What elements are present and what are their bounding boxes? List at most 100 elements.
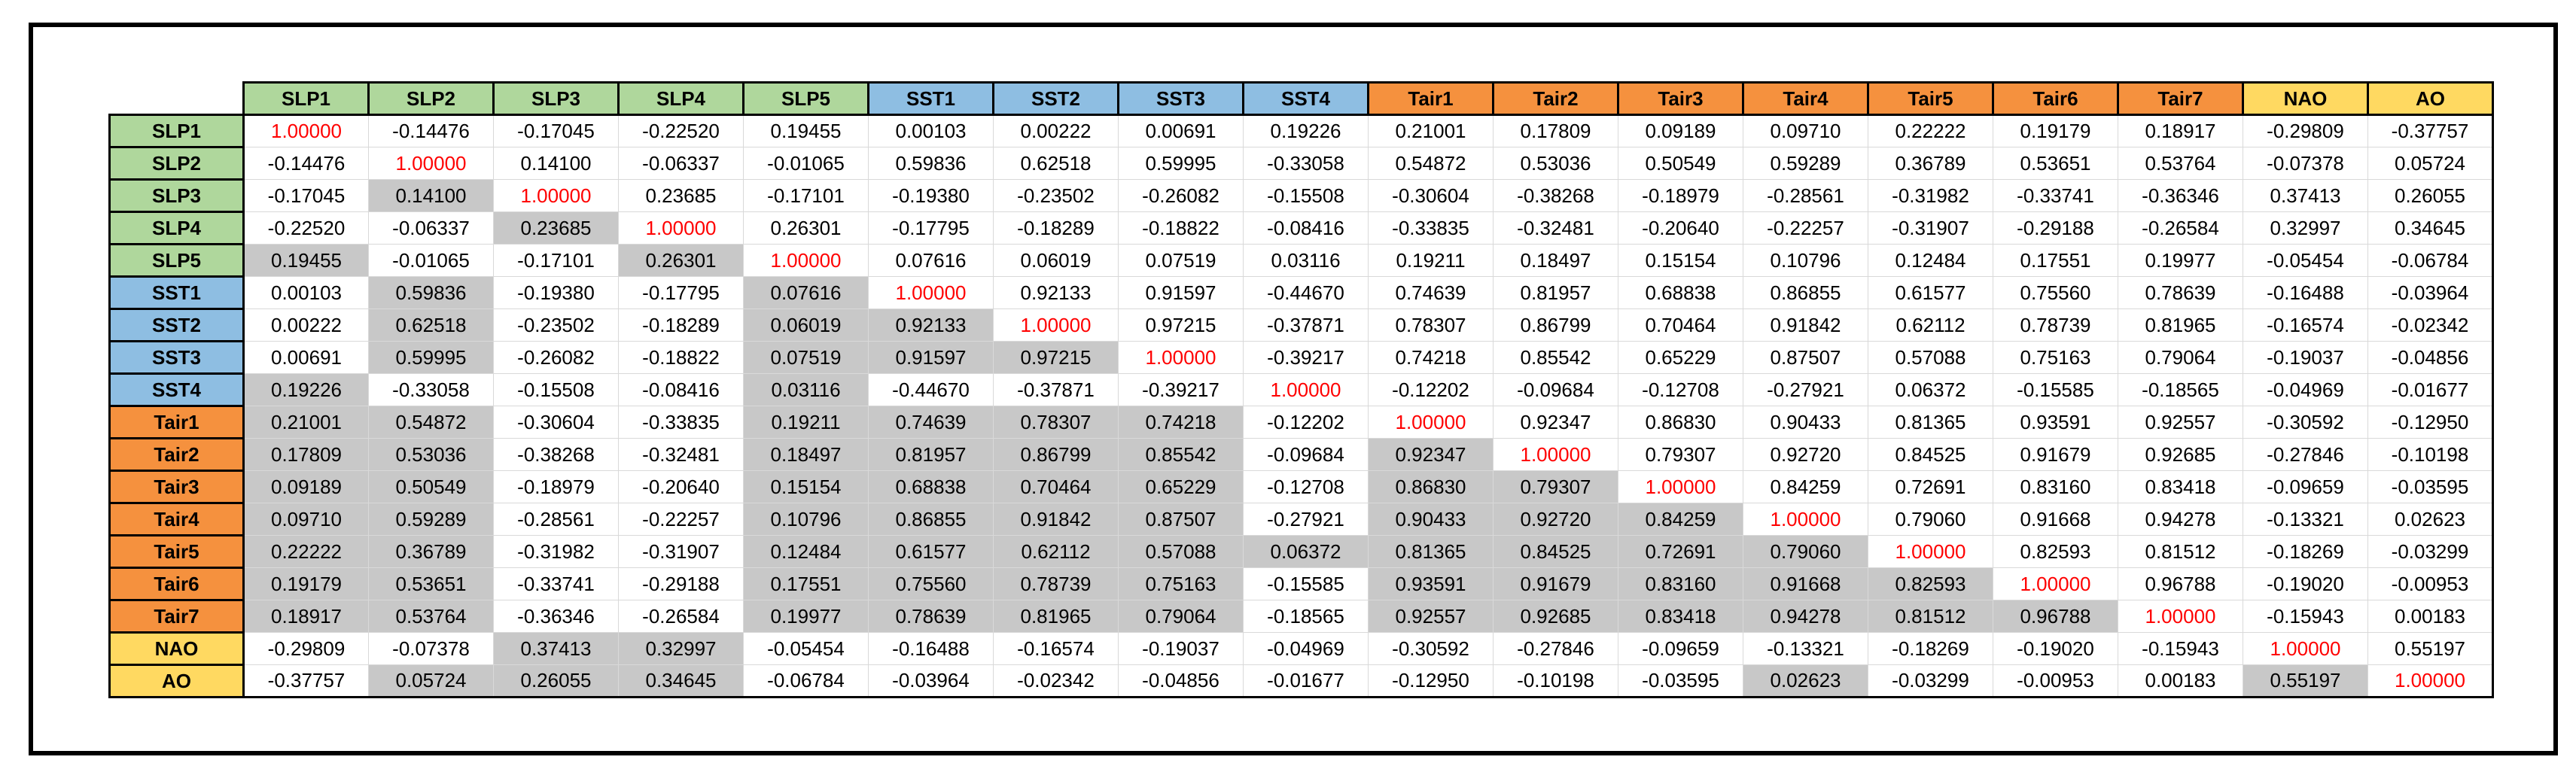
cell-SST4-Tair1: -0.12202 bbox=[1368, 373, 1494, 406]
cell-Tair1-Tair2: 0.92347 bbox=[1493, 406, 1618, 439]
cell-NAO-NAO: 1.00000 bbox=[2243, 632, 2368, 665]
cell-Tair6-SST1: 0.75560 bbox=[868, 567, 994, 600]
row-header-SLP4: SLP4 bbox=[108, 211, 245, 245]
cell-SST1-Tair3: 0.68838 bbox=[1618, 276, 1743, 309]
cell-Tair4-SST4: -0.27921 bbox=[1243, 503, 1369, 536]
cell-SST1-Tair2: 0.81957 bbox=[1493, 276, 1618, 309]
cell-SLP3-SST2: -0.23502 bbox=[993, 179, 1119, 212]
cell-Tair2-SLP5: 0.18497 bbox=[743, 438, 869, 471]
row-header-SLP5: SLP5 bbox=[108, 243, 245, 278]
column-header-Tair3: Tair3 bbox=[1617, 81, 1744, 116]
row-header-Tair3: Tair3 bbox=[108, 470, 245, 504]
cell-Tair2-Tair2: 1.00000 bbox=[1493, 438, 1618, 471]
cell-SLP3-SLP4: 0.23685 bbox=[618, 179, 744, 212]
cell-Tair1-Tair5: 0.81365 bbox=[1868, 406, 1993, 439]
cell-SLP2-Tair6: 0.53651 bbox=[1993, 147, 2118, 180]
cell-AO-SST1: -0.03964 bbox=[868, 664, 994, 698]
cell-Tair2-SST3: 0.85542 bbox=[1118, 438, 1244, 471]
cell-SLP1-Tair1: 0.21001 bbox=[1368, 114, 1494, 147]
cell-SLP1-Tair7: 0.18917 bbox=[2118, 114, 2243, 147]
cell-SLP5-Tair6: 0.17551 bbox=[1993, 244, 2118, 277]
cell-SST3-SLP1: 0.00691 bbox=[243, 341, 369, 374]
cell-AO-SLP4: 0.34645 bbox=[618, 664, 744, 698]
cell-Tair5-SST2: 0.62112 bbox=[993, 535, 1119, 568]
row-header-Tair4: Tair4 bbox=[108, 502, 245, 536]
cell-Tair7-Tair5: 0.81512 bbox=[1868, 600, 1993, 633]
cell-SST3-SLP3: -0.26082 bbox=[493, 341, 619, 374]
cell-SLP2-SST3: 0.59995 bbox=[1118, 147, 1244, 180]
cell-Tair1-SST1: 0.74639 bbox=[868, 406, 994, 439]
cell-SLP3-Tair4: -0.28561 bbox=[1743, 179, 1868, 212]
cell-Tair5-Tair3: 0.72691 bbox=[1618, 535, 1743, 568]
outer-frame bbox=[29, 23, 2558, 755]
cell-Tair4-Tair2: 0.92720 bbox=[1493, 503, 1618, 536]
cell-SST3-SST3: 1.00000 bbox=[1118, 341, 1244, 374]
cell-SST4-Tair3: -0.12708 bbox=[1618, 373, 1743, 406]
cell-SST3-Tair3: 0.65229 bbox=[1618, 341, 1743, 374]
cell-Tair5-Tair5: 1.00000 bbox=[1868, 535, 1993, 568]
cell-SST3-AO: -0.04856 bbox=[2367, 341, 2494, 374]
cell-Tair2-Tair6: 0.91679 bbox=[1993, 438, 2118, 471]
cell-NAO-SST3: -0.19037 bbox=[1118, 632, 1244, 665]
cell-NAO-SST2: -0.16574 bbox=[993, 632, 1119, 665]
column-header-SST3: SST3 bbox=[1117, 81, 1244, 116]
cell-SLP5-SLP3: -0.17101 bbox=[493, 244, 619, 277]
cell-SLP4-Tair4: -0.22257 bbox=[1743, 211, 1868, 245]
cell-Tair1-SST2: 0.78307 bbox=[993, 406, 1119, 439]
cell-Tair1-NAO: -0.30592 bbox=[2243, 406, 2368, 439]
cell-Tair6-Tair2: 0.91679 bbox=[1493, 567, 1618, 600]
cell-SLP2-SST2: 0.62518 bbox=[993, 147, 1119, 180]
row-header-Tair1: Tair1 bbox=[108, 405, 245, 439]
cell-SLP4-SLP1: -0.22520 bbox=[243, 211, 369, 245]
cell-SST2-SLP3: -0.23502 bbox=[493, 308, 619, 342]
cell-SLP4-SST2: -0.18289 bbox=[993, 211, 1119, 245]
cell-SST4-NAO: -0.04969 bbox=[2243, 373, 2368, 406]
cell-SST2-SST2: 1.00000 bbox=[993, 308, 1119, 342]
cell-SST2-SLP1: 0.00222 bbox=[243, 308, 369, 342]
cell-Tair2-AO: -0.10198 bbox=[2367, 438, 2494, 471]
cell-Tair6-AO: -0.00953 bbox=[2367, 567, 2494, 600]
cell-Tair5-Tair7: 0.81512 bbox=[2118, 535, 2243, 568]
cell-SLP1-Tair6: 0.19179 bbox=[1993, 114, 2118, 147]
cell-Tair6-Tair5: 0.82593 bbox=[1868, 567, 1993, 600]
cell-AO-SLP5: -0.06784 bbox=[743, 664, 869, 698]
cell-SST3-Tair7: 0.79064 bbox=[2118, 341, 2243, 374]
cell-SLP5-Tair5: 0.12484 bbox=[1868, 244, 1993, 277]
matrix-row-Tair6: Tair6 0.19179 0.53651 -0.33741 -0.29188 0.175… bbox=[108, 567, 2494, 601]
cell-SLP1-Tair3: 0.09189 bbox=[1618, 114, 1743, 147]
cell-SLP1-SST4: 0.19226 bbox=[1243, 114, 1369, 147]
column-header-SST1: SST1 bbox=[867, 81, 994, 116]
cell-SLP4-Tair3: -0.20640 bbox=[1618, 211, 1743, 245]
cell-SST1-SLP2: 0.59836 bbox=[368, 276, 494, 309]
cell-SLP1-Tair5: 0.22222 bbox=[1868, 114, 1993, 147]
cell-SST1-Tair5: 0.61577 bbox=[1868, 276, 1993, 309]
cell-SLP2-SST1: 0.59836 bbox=[868, 147, 994, 180]
cell-SLP4-Tair1: -0.33835 bbox=[1368, 211, 1494, 245]
cell-Tair3-SST4: -0.12708 bbox=[1243, 470, 1369, 503]
column-header-SLP4: SLP4 bbox=[617, 81, 744, 116]
matrix-row-AO: AO -0.37757 0.05724 0.26055 0.34645 -0.06784-… bbox=[108, 664, 2494, 698]
cell-SST2-SLP2: 0.62518 bbox=[368, 308, 494, 342]
cell-SST4-Tair7: -0.18565 bbox=[2118, 373, 2243, 406]
cell-AO-Tair6: -0.00953 bbox=[1993, 664, 2118, 698]
cell-SST4-SST3: -0.39217 bbox=[1118, 373, 1244, 406]
cell-AO-Tair2: -0.10198 bbox=[1493, 664, 1618, 698]
row-header-Tair6: Tair6 bbox=[108, 567, 245, 601]
cell-Tair7-SST2: 0.81965 bbox=[993, 600, 1119, 633]
cell-SST1-Tair7: 0.78639 bbox=[2118, 276, 2243, 309]
cell-SLP5-Tair1: 0.19211 bbox=[1368, 244, 1494, 277]
cell-Tair7-SST1: 0.78639 bbox=[868, 600, 994, 633]
cell-SLP2-Tair3: 0.50549 bbox=[1618, 147, 1743, 180]
cell-SLP3-SST3: -0.26082 bbox=[1118, 179, 1244, 212]
cell-SST1-Tair4: 0.86855 bbox=[1743, 276, 1868, 309]
cell-SLP1-SLP5: 0.19455 bbox=[743, 114, 869, 147]
cell-SLP3-SST4: -0.15508 bbox=[1243, 179, 1369, 212]
cell-Tair4-Tair1: 0.90433 bbox=[1368, 503, 1494, 536]
cell-SST4-Tair2: -0.09684 bbox=[1493, 373, 1618, 406]
row-header-Tair2: Tair2 bbox=[108, 437, 245, 472]
cell-AO-Tair1: -0.12950 bbox=[1368, 664, 1494, 698]
cell-SST1-SLP4: -0.17795 bbox=[618, 276, 744, 309]
cell-Tair4-SST3: 0.87507 bbox=[1118, 503, 1244, 536]
cell-Tair3-Tair2: 0.79307 bbox=[1493, 470, 1618, 503]
